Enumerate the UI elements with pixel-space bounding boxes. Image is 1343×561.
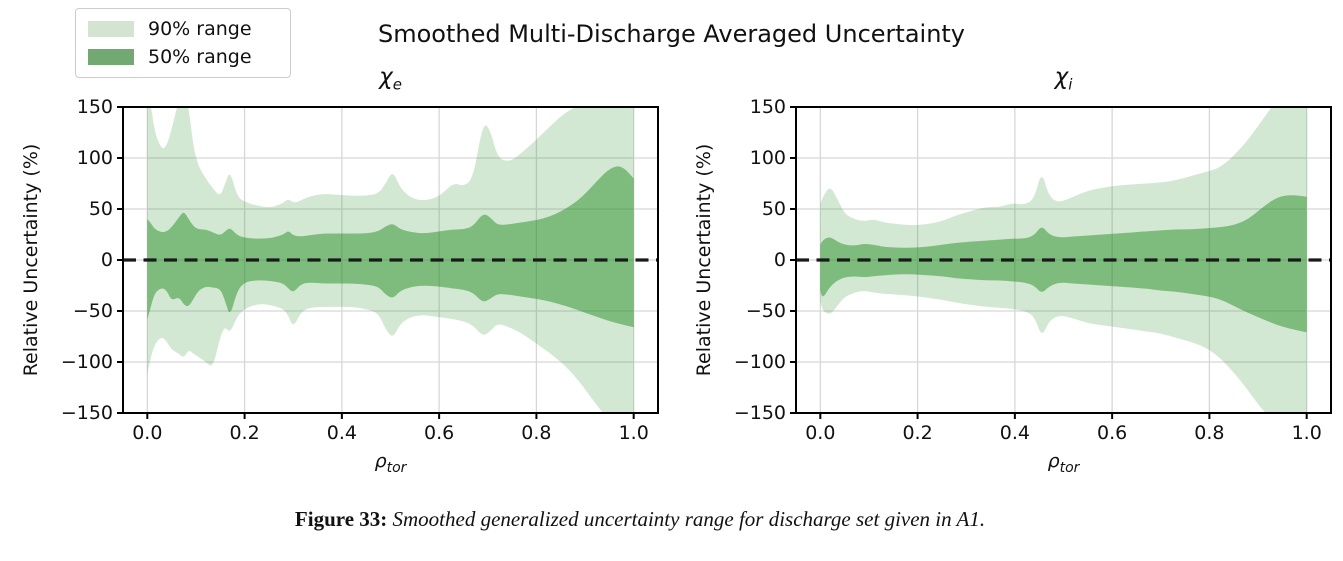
y-tick-label: −150 bbox=[60, 402, 113, 424]
y-tick-label: −50 bbox=[745, 300, 786, 322]
xlabel-symbol: ρ bbox=[1047, 450, 1060, 472]
x-tick-label: 0.2 bbox=[902, 422, 933, 444]
caption-label: Figure 33: bbox=[294, 507, 388, 531]
figure-caption: Figure 33: Smoothed generalized uncertai… bbox=[0, 507, 1280, 532]
y-tick-label: 100 bbox=[76, 147, 113, 169]
plot-area-chi-e bbox=[117, 106, 659, 419]
x-tick-label: 0.4 bbox=[999, 422, 1030, 444]
title-sub: i bbox=[1068, 75, 1073, 94]
xlabel-sub: tor bbox=[386, 459, 407, 476]
y-tick-label: 0 bbox=[773, 249, 786, 271]
legend-item-90-range: 90% range bbox=[88, 18, 278, 40]
y-tick-label: −50 bbox=[72, 300, 113, 322]
x-tick-label: 0.8 bbox=[521, 422, 552, 444]
title-symbol: χ bbox=[1054, 64, 1069, 90]
y-tick-label: −100 bbox=[733, 351, 786, 373]
legend-swatch-90-icon bbox=[88, 20, 134, 37]
x-tick-label: 0.8 bbox=[1194, 422, 1225, 444]
x-tick-label: 1.0 bbox=[618, 422, 649, 444]
x-tick-label: 0.6 bbox=[424, 422, 455, 444]
figure-title: Smoothed Multi-Discharge Averaged Uncert… bbox=[377, 20, 966, 48]
legend-item-50-range: 50% range bbox=[88, 46, 278, 68]
y-tick-label: 150 bbox=[76, 96, 113, 118]
y-tick-label: 0 bbox=[100, 249, 113, 271]
band-50-area bbox=[147, 166, 634, 328]
subplot-title-chi-i: χi bbox=[964, 64, 1164, 94]
subplot-title-chi-e: χe bbox=[291, 64, 491, 94]
x-axis-label-chi-e: ρtor bbox=[311, 450, 471, 476]
x-tick-label: 0.6 bbox=[1097, 422, 1128, 444]
x-tick-label: 0.0 bbox=[805, 422, 836, 444]
x-tick-label: 1.0 bbox=[1291, 422, 1322, 444]
plot-area-chi-i bbox=[790, 106, 1332, 419]
legend-label-50: 50% range bbox=[148, 46, 252, 69]
y-tick-label: −150 bbox=[733, 402, 786, 424]
caption-text: Smoothed generalized uncertainty range f… bbox=[392, 507, 986, 531]
xlabel-sub: tor bbox=[1059, 459, 1080, 476]
title-sub: e bbox=[392, 75, 402, 94]
legend-label-90: 90% range bbox=[148, 17, 252, 40]
y-tick-label: 50 bbox=[88, 198, 113, 220]
y-tick-label: −100 bbox=[60, 351, 113, 373]
y-tick-label: 100 bbox=[749, 147, 786, 169]
legend-swatch-50-icon bbox=[88, 49, 134, 66]
title-symbol: χ bbox=[379, 64, 393, 90]
y-axis-label-chi-e: Relative Uncertainty (%) bbox=[20, 143, 42, 377]
x-axis-label-chi-i: ρtor bbox=[984, 450, 1144, 476]
y-tick-label: 150 bbox=[749, 96, 786, 118]
x-tick-label: 0.0 bbox=[132, 422, 163, 444]
xlabel-symbol: ρ bbox=[374, 450, 387, 472]
x-tick-label: 0.2 bbox=[229, 422, 260, 444]
x-tick-label: 0.4 bbox=[326, 422, 357, 444]
y-axis-label-chi-i: Relative Uncertainty (%) bbox=[693, 143, 715, 377]
y-tick-label: 50 bbox=[761, 198, 786, 220]
band-50-area bbox=[820, 195, 1307, 333]
legend: 90% range 50% range bbox=[75, 8, 291, 78]
